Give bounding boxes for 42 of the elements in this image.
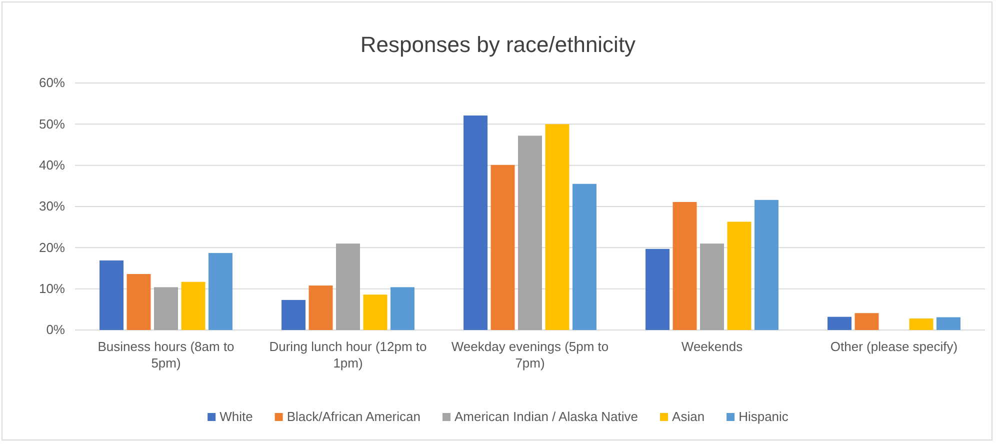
y-tick-label: 0%: [46, 322, 66, 338]
x-tick-label: Business hours (8am to 5pm): [98, 339, 234, 370]
legend-label: American Indian / Alaska Native: [454, 409, 638, 424]
y-tick-label: 50%: [38, 116, 66, 132]
x-tick-label: During lunch hour (12pm to 1pm): [269, 339, 427, 370]
bar: [545, 124, 570, 330]
y-tick-label: 20%: [38, 240, 66, 255]
bar: [464, 116, 488, 330]
x-tick-label: Weekday evenings (5pm to 7pm): [451, 339, 609, 370]
bar: [154, 287, 178, 330]
bar: [646, 248, 670, 330]
bar: [754, 200, 778, 330]
bar: [518, 136, 542, 330]
bar: [909, 318, 934, 330]
y-tick-label: 40%: [38, 157, 66, 172]
bar: [336, 244, 360, 330]
legend-label: Asian: [672, 409, 705, 424]
bar: [572, 184, 596, 330]
bar: [181, 282, 206, 330]
bar: [828, 316, 852, 330]
bar: [208, 253, 232, 330]
bar: [282, 300, 306, 330]
legend-label: Black/African American: [286, 409, 420, 424]
bar: [700, 244, 724, 330]
bar: [936, 317, 960, 330]
bar: [308, 286, 333, 330]
bar: [100, 260, 124, 330]
bar: [390, 287, 414, 330]
y-tick-label: 60%: [38, 75, 66, 90]
x-tick-label: Other (please specify): [830, 339, 958, 354]
legend-label: White: [220, 409, 253, 424]
x-tick-label: Weekends: [681, 339, 744, 354]
chart-title: Responses by race/ethnicity: [360, 32, 636, 57]
bar: [363, 294, 388, 330]
y-tick-label: 30%: [38, 198, 66, 214]
bar: [490, 164, 515, 330]
legend-label: Hispanic: [738, 409, 789, 424]
bar: [854, 313, 879, 330]
y-tick-label: 10%: [38, 280, 66, 296]
bar: [126, 274, 151, 330]
bar: [727, 222, 752, 330]
bar: [672, 202, 697, 330]
